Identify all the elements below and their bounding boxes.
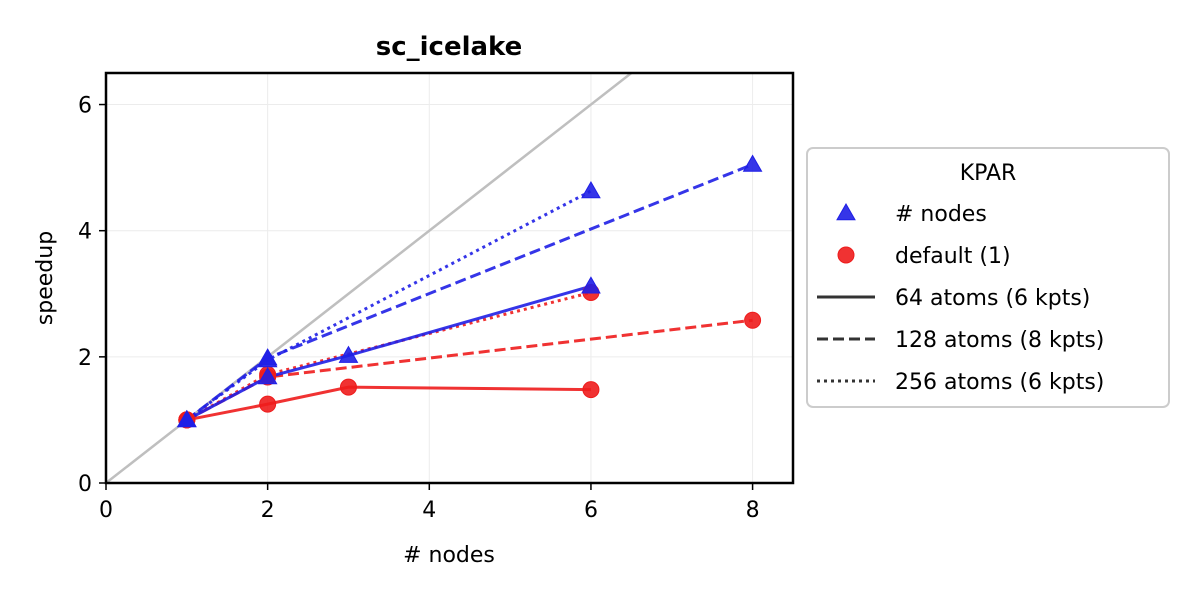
x-tick-label: 0: [99, 498, 113, 523]
legend-box: [806, 147, 1170, 408]
y-tick-label: 4: [78, 220, 92, 245]
series-line: [186, 318, 753, 422]
x-tick-label: 4: [422, 498, 436, 523]
series-line: [186, 284, 592, 422]
series-line: [186, 291, 592, 422]
axis-ticks: 0 2 4 6 8 0 2 4 6: [78, 94, 760, 523]
data-point: [742, 154, 763, 172]
data-point: [176, 409, 197, 428]
legend-label: 64 atoms (6 kpts): [895, 286, 1090, 311]
y-tick-label: 2: [78, 346, 92, 371]
data-point: [581, 180, 601, 199]
x-axis-label: # nodes: [403, 543, 495, 568]
data-point: [338, 345, 359, 363]
grid: [105, 73, 793, 484]
data-point: [259, 395, 277, 413]
series-line: [186, 385, 591, 422]
legend-label: 128 atoms (8 kpts): [895, 328, 1104, 353]
chart-title: sc_icelake: [376, 32, 523, 62]
data-point: [257, 367, 278, 385]
data-point: [257, 349, 278, 368]
x-tick-label: 2: [261, 498, 275, 523]
plot-frame: [104, 71, 795, 485]
legend-marker: [836, 202, 856, 221]
legend-label: 256 atoms (6 kpts): [895, 370, 1104, 395]
data-point: [582, 381, 600, 399]
legend-title: KPAR: [960, 161, 1017, 186]
legend-marker: [837, 246, 855, 264]
data-point: [744, 311, 762, 329]
legend: KPAR # nodes default (1) 64 atoms (6 kpts)…: [806, 147, 1170, 408]
legend-label: default (1): [895, 244, 1011, 269]
x-tick-label: 8: [746, 498, 760, 523]
series-line: [185, 189, 592, 422]
legend-label: # nodes: [895, 202, 987, 227]
data-point: [339, 378, 357, 396]
y-tick-label: 6: [78, 94, 92, 119]
y-tick-label: 0: [78, 472, 92, 497]
data-point: [581, 276, 601, 294]
y-axis-label: speedup: [33, 231, 58, 325]
series-markers: [176, 154, 763, 429]
x-tick-label: 6: [584, 498, 598, 523]
